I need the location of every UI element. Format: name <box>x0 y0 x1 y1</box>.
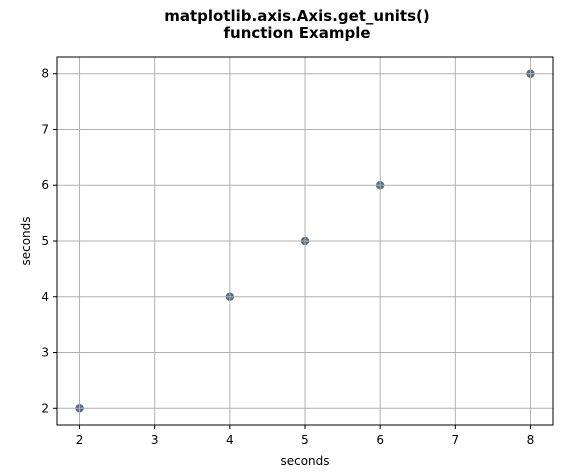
y-axis-label: seconds <box>19 216 33 265</box>
data-points <box>75 69 535 413</box>
axis-ticks: 2 3 4 5 6 7 8 2 3 4 5 6 7 8 <box>41 67 534 447</box>
x-tick-label: 8 <box>527 433 535 447</box>
y-tick-label: 2 <box>41 401 49 415</box>
x-tick-label: 5 <box>301 433 309 447</box>
scatter-point <box>526 69 535 78</box>
y-tick-label: 8 <box>41 67 49 81</box>
x-tick-label: 4 <box>226 433 234 447</box>
chart-title-line-2: function Example <box>223 24 370 42</box>
chart-title-line-1: matplotlib.axis.Axis.get_units() <box>164 7 430 25</box>
x-axis-label: seconds <box>280 454 329 468</box>
y-tick-label: 6 <box>41 178 49 192</box>
y-tick-label: 7 <box>41 122 49 136</box>
y-tick-label: 4 <box>41 290 49 304</box>
y-tick-label: 5 <box>41 234 49 248</box>
scatter-point <box>75 404 84 413</box>
scatter-point <box>300 236 310 246</box>
x-tick-label: 2 <box>76 433 84 447</box>
grid-lines <box>57 57 553 425</box>
x-tick-label: 6 <box>376 433 384 447</box>
x-tick-label: 3 <box>151 433 159 447</box>
y-tick-label: 3 <box>41 346 49 360</box>
x-tick-label: 7 <box>451 433 459 447</box>
scatter-point <box>225 292 235 301</box>
scatter-point <box>375 181 385 190</box>
